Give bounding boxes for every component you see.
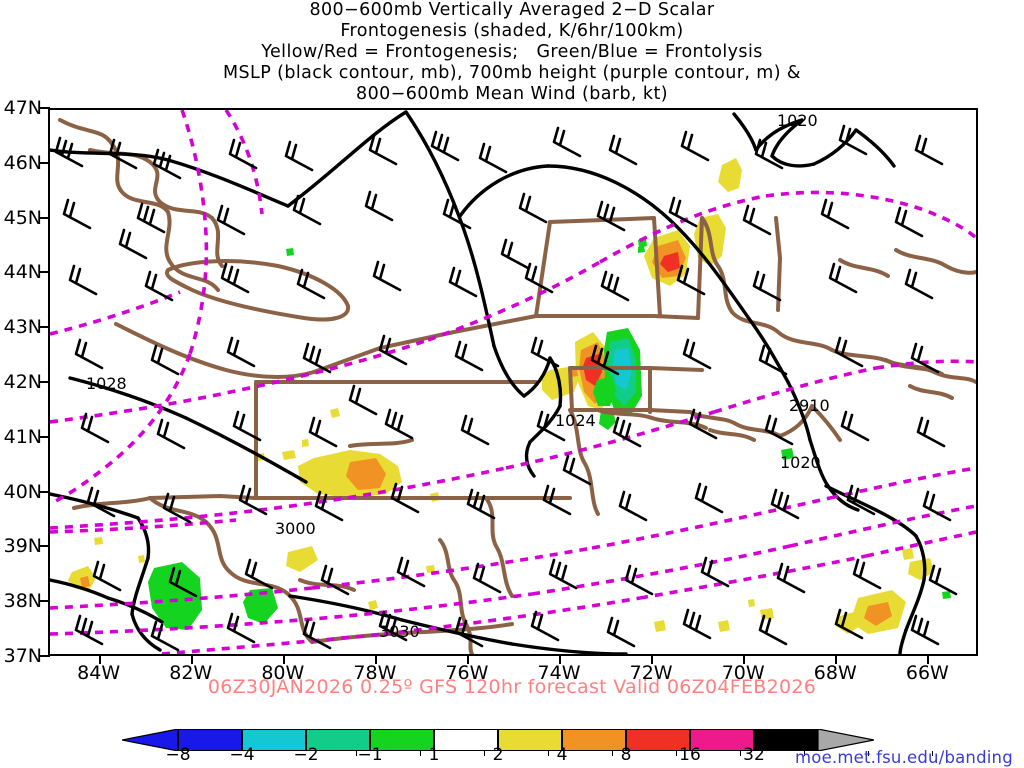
contour-labels: 1020 1028 1024 1020 [86,111,821,472]
svg-text:1020: 1020 [780,453,821,472]
height-contour-labels: 3000 3030 2910 [275,396,830,641]
colorbar-tick [868,751,869,756]
title-line-5: 800−600mb Mean Wind (barb, kt) [356,84,668,104]
colorbar-cell[interactable] [690,729,754,751]
lon-tick-mark [282,656,285,664]
title-line-1: 800−600mb Vertically Averaged 2−D Scalar [309,0,715,20]
lon-tick-mark [743,656,746,664]
colorbar-label: 8 [620,745,632,765]
lat-tick-mark [40,600,50,603]
geography-outlines [58,118,976,654]
lon-tick-82w: 82W [169,662,213,684]
forecast-caption: 06Z30JAN2026 0.25º GFS 120hr forecast Va… [207,676,817,698]
colorbar-tick [740,751,741,756]
lon-tick-76w: 76W [445,662,489,684]
lon-tick-84w: 84W [77,662,121,684]
colorbar-label: 2 [492,745,504,765]
colorbar[interactable] [122,729,933,756]
lat-tick-45n: 45N [3,206,42,229]
map-graphic: 1020 1028 1024 1020 3000 3030 2910 [50,110,976,654]
wind-barbs [54,124,958,652]
colorbar-tick [420,751,421,756]
frontogenesis-shading [68,158,951,634]
colorbar-label: −4 [229,745,255,765]
lon-tick-70w: 70W [721,662,765,684]
colorbar-cell[interactable] [562,729,626,751]
colorbar-left-arrow [122,729,178,751]
lat-tick-mark [40,216,50,219]
lat-tick-mark [40,326,50,329]
lat-tick-mark [40,161,50,164]
colorbar-label: −8 [165,745,191,765]
lat-tick-47n: 47N [3,97,42,119]
lon-tick-78w: 78W [353,662,397,684]
colorbar-label: 4 [556,745,568,765]
lat-tick-mark [40,655,50,657]
source-watermark: moe.met.fsu.edu/banding [795,748,1013,767]
title-line-3: Yellow/Red = Frontogenesis; Green/Blue =… [261,42,763,62]
lon-tick-mark [835,656,838,664]
svg-text:2910: 2910 [789,396,830,415]
svg-text:1020: 1020 [777,111,818,130]
title-line-4: MSLP (black contour, mb), 700mb height (… [223,63,801,83]
colorbar-tick [548,751,549,756]
lat-tick-40n: 40N [3,480,42,503]
colorbar-label: 16 [679,745,701,765]
lat-tick-41n: 41N [3,425,42,448]
lon-tick-68w: 68W [813,662,857,684]
lat-tick-46n: 46N [3,151,42,174]
lon-tick-66w: 66W [905,662,949,684]
colorbar-label: −1 [357,745,383,765]
lat-tick-39n: 39N [3,535,42,558]
colorbar-tick [932,751,933,756]
colorbar-tick [356,751,357,756]
lon-tick-80w: 80W [261,662,305,684]
svg-text:3000: 3000 [275,519,316,538]
title-line-2: Frontogenesis (shaded, K/6hr/100km) [340,21,684,41]
colorbar-cell[interactable] [306,729,370,751]
colorbar-right-arrow [818,729,874,751]
lat-tick-44n: 44N [3,261,42,284]
lon-tick-mark [651,656,654,664]
lat-tick-mark [40,490,50,493]
lon-tick-mark [927,656,930,664]
colorbar-tick [484,751,485,756]
lon-tick-mark [190,656,193,664]
lat-tick-37n: 37N [3,645,42,667]
colorbar-cell[interactable] [178,729,242,751]
forecast-map[interactable]: 1020 1028 1024 1020 3000 3030 2910 [48,108,978,656]
colorbar-label: −2 [293,745,319,765]
colorbar-tick [612,751,613,756]
colorbar-cell[interactable] [370,729,434,751]
colorbar-cell[interactable] [242,729,306,751]
colorbar-label: 1 [428,745,440,765]
colorbar-tick [676,751,677,756]
page-title: 800−600mb Vertically Averaged 2−D Scalar… [0,0,1024,105]
lat-tick-mark [40,435,50,438]
lat-tick-43n: 43N [3,316,42,339]
lat-tick-mark [40,545,50,548]
lon-tick-mark [374,656,377,664]
colorbar-cell[interactable] [626,729,690,751]
colorbar-cell[interactable] [434,729,498,751]
colorbar-cell[interactable] [498,729,562,751]
lon-tick-mark [98,656,101,664]
lon-tick-mark [559,656,562,664]
height-contours [50,110,976,654]
lat-tick-42n: 42N [3,371,42,393]
lon-tick-74w: 74W [537,662,581,684]
lat-tick-mark [40,381,50,383]
colorbar-label: 32 [743,745,765,765]
lat-tick-mark [40,271,50,274]
svg-text:1028: 1028 [86,374,127,393]
svg-text:1024: 1024 [555,411,596,430]
lat-tick-38n: 38N [3,590,42,613]
lon-tick-mark [466,656,469,664]
lon-tick-72w: 72W [629,662,673,684]
svg-text:3030: 3030 [379,622,420,641]
colorbar-tick [804,751,805,756]
lat-tick-mark [40,107,50,109]
